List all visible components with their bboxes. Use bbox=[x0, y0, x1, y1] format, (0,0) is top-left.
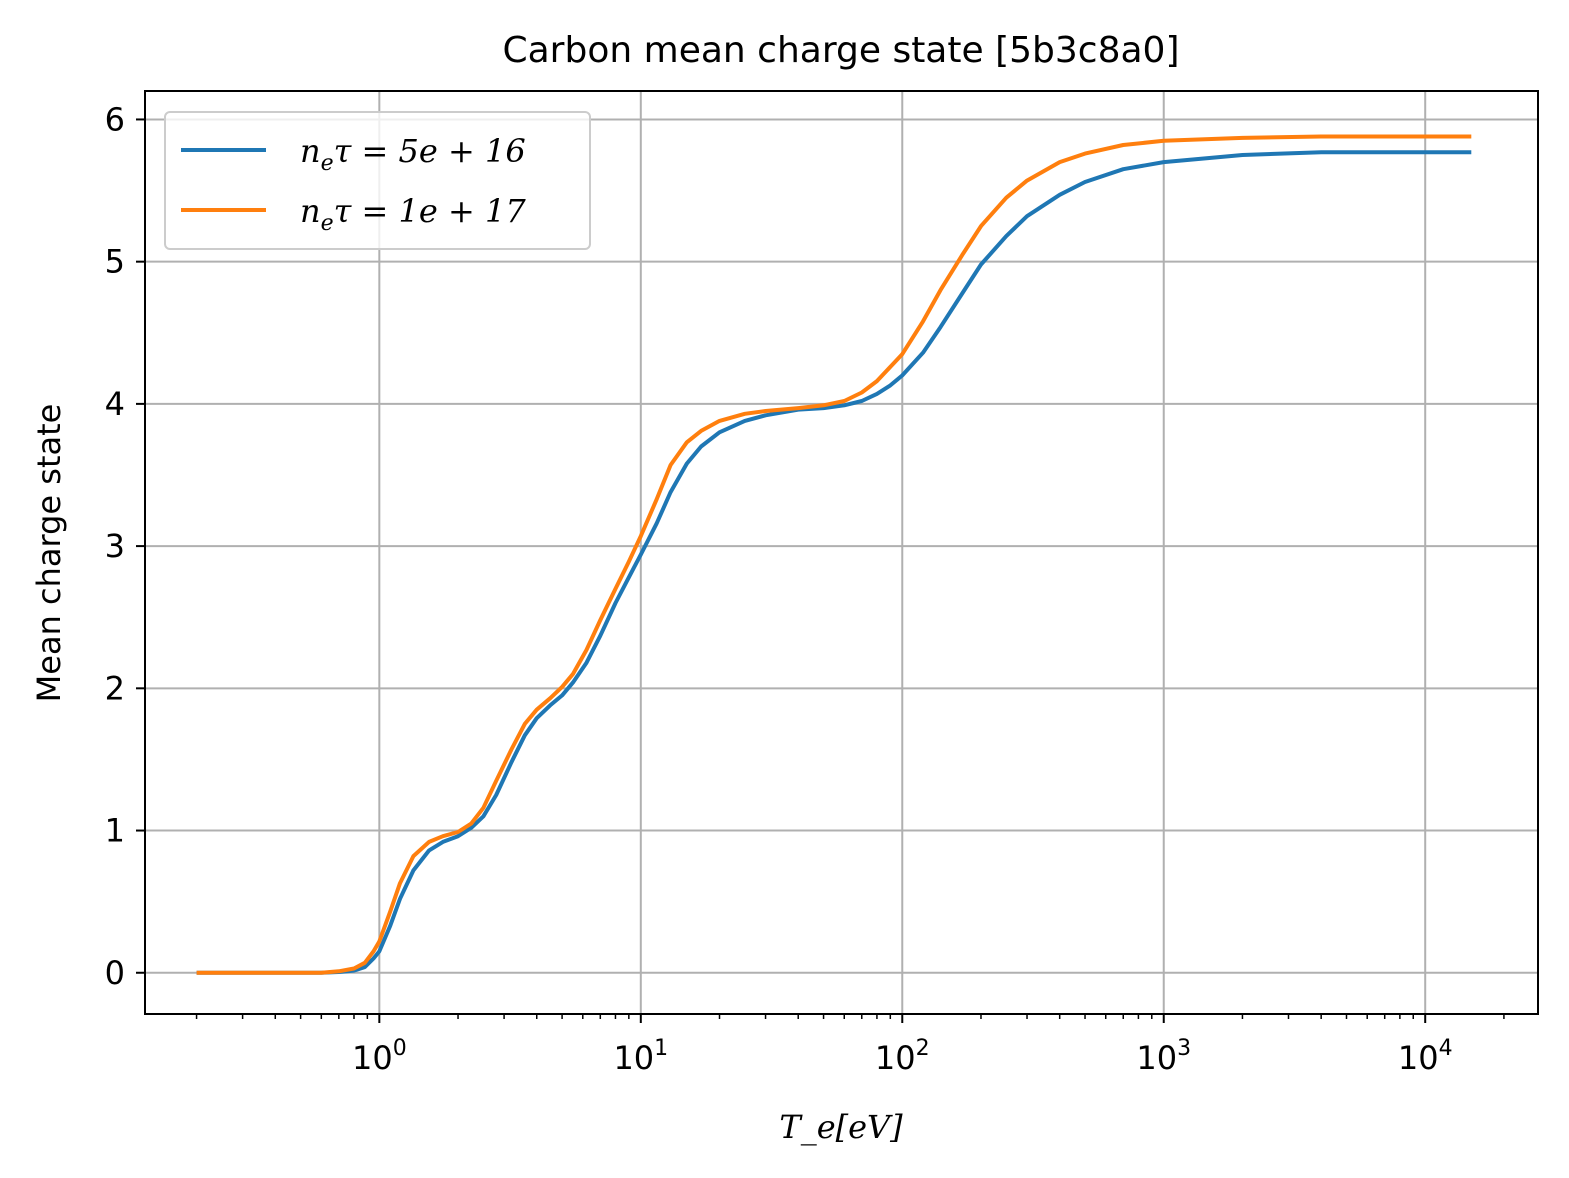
plot-frame bbox=[144, 90, 1539, 1015]
legend-label-1: neτ = 5e + 16 bbox=[300, 132, 526, 176]
y-tick-label: 1 bbox=[105, 812, 125, 850]
series-line-2 bbox=[196, 134, 1472, 975]
series-line-1 bbox=[196, 150, 1472, 975]
y-tick-label: 5 bbox=[105, 243, 125, 281]
x-tick-label: 102 bbox=[875, 1036, 930, 1077]
y-tick-label: 4 bbox=[105, 385, 125, 423]
y-tick-label: 2 bbox=[105, 669, 125, 707]
x-axis-label: T_e[eV] bbox=[779, 1108, 903, 1146]
series-lines bbox=[196, 134, 1472, 975]
x-tick-label: 103 bbox=[1136, 1036, 1191, 1077]
y-tick-label: 3 bbox=[105, 527, 125, 565]
y-tick-label: 0 bbox=[105, 954, 125, 992]
y-tick-label: 6 bbox=[105, 100, 125, 138]
chart-title: Carbon mean charge state [5b3c8a0] bbox=[502, 30, 1179, 71]
legend: neτ = 5e + 16 neτ = 1e + 17 bbox=[164, 111, 591, 250]
legend-label-2: neτ = 1e + 17 bbox=[300, 192, 526, 236]
x-tick-label: 100 bbox=[352, 1036, 407, 1077]
x-tick-label: 104 bbox=[1398, 1036, 1453, 1077]
x-tick-label: 101 bbox=[613, 1036, 668, 1077]
legend-box bbox=[164, 111, 591, 250]
y-axis-label: Mean charge state bbox=[30, 404, 68, 703]
axis-ticks: 100 101 102 103 104 0 1 2 3 4 5 6 bbox=[105, 100, 1505, 1077]
